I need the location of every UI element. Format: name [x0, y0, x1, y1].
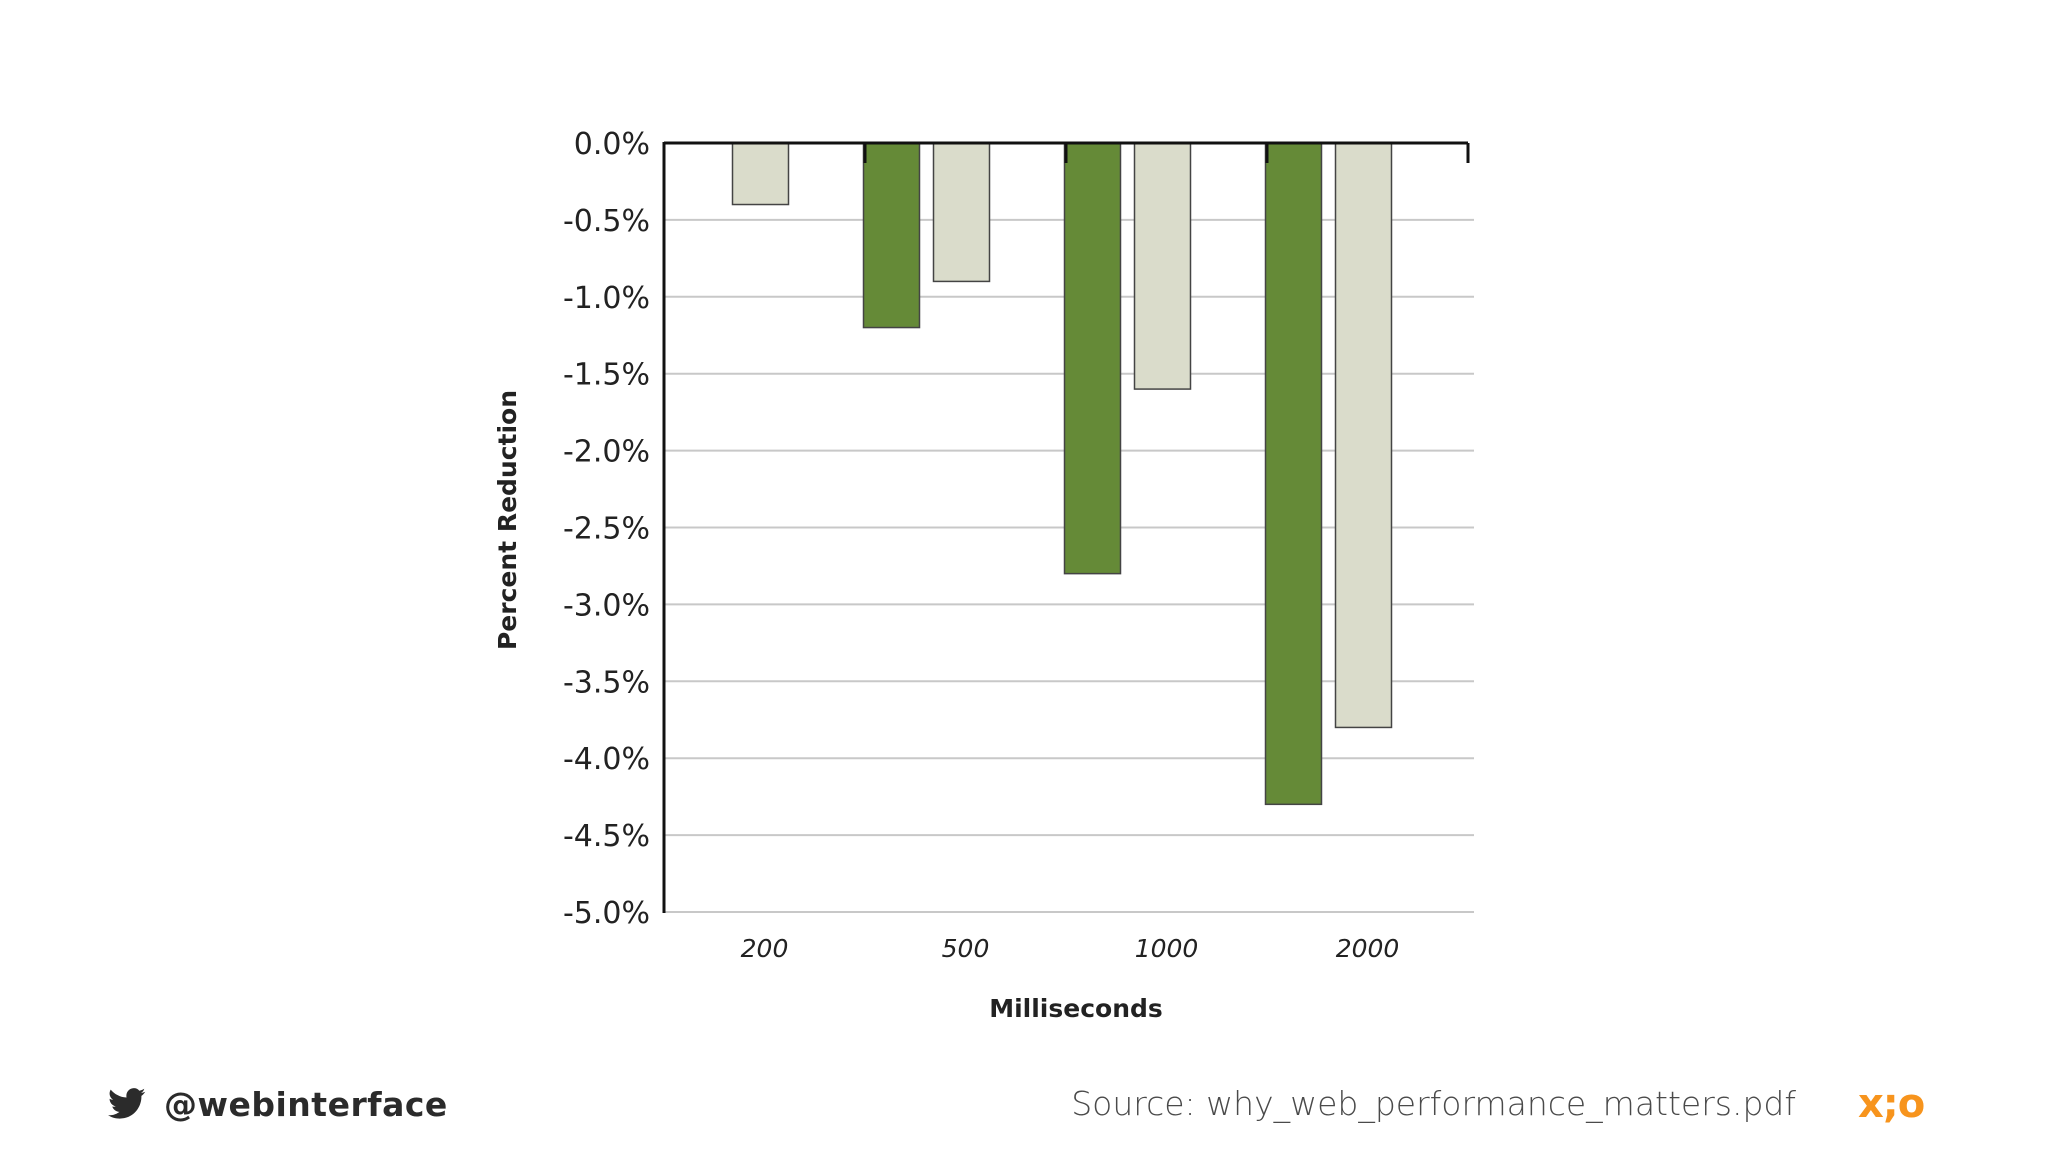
y-tick-label: 0.0% — [574, 127, 650, 162]
y-tick-label: -4.5% — [563, 819, 650, 854]
x-category-label: 500 — [942, 934, 990, 963]
y-axis-title: Percent Reduction — [493, 390, 522, 650]
twitter-bird-icon — [108, 1088, 146, 1119]
bar-dark-green-2000 — [1264, 142, 1323, 806]
x-category-label: 1000 — [1135, 934, 1199, 963]
y-tick-label: -2.0% — [563, 435, 650, 470]
bar-light-gray-1000 — [1133, 142, 1192, 390]
y-tick-label: -2.5% — [563, 512, 650, 547]
twitter-handle: @webinterface — [164, 1084, 448, 1124]
x-category-label: 2000 — [1336, 934, 1400, 963]
x-axis-title: Milliseconds — [989, 994, 1163, 1023]
bar-dark-green-1000 — [1063, 142, 1122, 575]
source-citation: Source: why_web_performance_matters.pdf — [1071, 1084, 1796, 1123]
twitter-handle-group: @webinterface — [108, 1082, 448, 1126]
y-tick-label: -5.0% — [563, 896, 650, 931]
brand-logo: x;o — [1858, 1081, 1925, 1127]
y-tick-label: -0.5% — [563, 204, 650, 239]
y-tick-label: -1.5% — [563, 358, 650, 393]
bar-light-gray-500 — [932, 142, 991, 283]
x-category-label: 200 — [741, 934, 789, 963]
bar-dark-green-500 — [862, 142, 921, 329]
y-tick-label: -1.0% — [563, 281, 650, 316]
y-tick-label: -3.5% — [563, 665, 650, 700]
y-tick-label: -3.0% — [563, 588, 650, 623]
bar-light-gray-200 — [731, 142, 790, 206]
bar-light-gray-2000 — [1334, 142, 1393, 729]
y-tick-label: -4.0% — [563, 742, 650, 777]
